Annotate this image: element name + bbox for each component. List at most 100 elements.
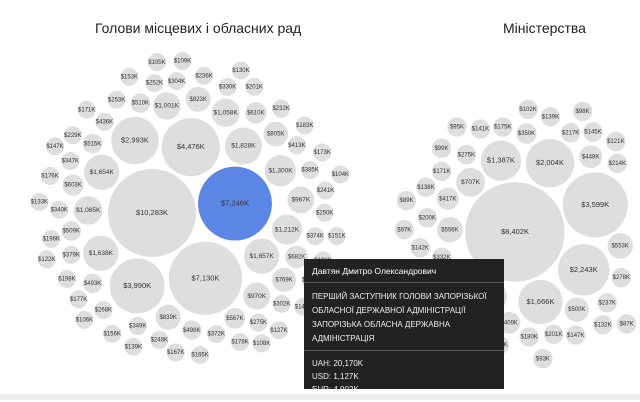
bubble[interactable] — [41, 166, 60, 185]
bubble[interactable] — [295, 116, 314, 135]
bubble[interactable] — [597, 293, 617, 313]
bubble[interactable] — [558, 244, 610, 296]
bubble[interactable] — [579, 145, 603, 169]
bubble[interactable] — [63, 126, 82, 145]
bubble[interactable] — [269, 321, 288, 340]
bubble[interactable] — [301, 161, 320, 180]
bubble[interactable] — [62, 174, 84, 196]
bubble[interactable] — [109, 258, 165, 314]
bubble[interactable] — [73, 196, 103, 225]
bubble[interactable] — [540, 107, 561, 127]
bubble[interactable] — [84, 154, 120, 190]
bubble[interactable] — [525, 138, 575, 188]
bubble[interactable] — [519, 327, 539, 347]
bubble[interactable] — [470, 119, 491, 139]
bubble[interactable] — [111, 116, 159, 165]
bubble[interactable] — [272, 267, 297, 292]
bubble[interactable] — [252, 334, 271, 353]
bubble[interactable] — [316, 181, 335, 200]
bubble[interactable] — [606, 131, 626, 152]
bubble[interactable] — [447, 117, 467, 137]
bubble[interactable] — [271, 214, 303, 245]
bubble[interactable] — [533, 348, 553, 369]
bubble[interactable] — [245, 102, 267, 124]
bubble[interactable] — [182, 320, 202, 340]
bubble[interactable] — [437, 216, 463, 243]
bubble[interactable] — [153, 92, 181, 120]
bubble[interactable] — [249, 313, 268, 332]
bubble[interactable] — [285, 245, 308, 269]
bubble[interactable] — [607, 233, 633, 259]
bubble[interactable] — [185, 86, 211, 112]
bubble[interactable] — [168, 241, 243, 315]
bubble[interactable] — [263, 121, 289, 147]
bubble[interactable] — [211, 98, 240, 127]
bubble[interactable] — [416, 177, 436, 197]
bubble[interactable] — [327, 227, 346, 246]
bubble[interactable] — [231, 61, 250, 80]
bubble[interactable] — [120, 67, 139, 86]
bubble[interactable] — [572, 101, 593, 122]
bubble[interactable] — [315, 203, 334, 222]
bubble[interactable] — [124, 337, 143, 356]
bubble[interactable] — [83, 235, 119, 271]
bubble[interactable] — [147, 53, 166, 72]
bubble[interactable] — [264, 155, 297, 187]
bubble[interactable] — [272, 294, 291, 313]
bubble[interactable] — [50, 200, 69, 219]
bubble[interactable] — [167, 72, 186, 91]
bubble[interactable] — [231, 333, 250, 352]
bubble[interactable] — [560, 123, 581, 143]
bubble[interactable] — [396, 190, 417, 211]
bubble[interactable] — [155, 304, 181, 330]
bubble[interactable] — [287, 186, 315, 214]
bubble[interactable] — [611, 267, 632, 288]
bubble[interactable] — [75, 310, 94, 329]
bubble[interactable] — [331, 165, 350, 184]
bubble[interactable] — [313, 143, 332, 162]
bubble[interactable] — [518, 99, 538, 120]
bubble[interactable] — [417, 207, 437, 228]
bubble[interactable] — [191, 345, 210, 364]
bubble[interactable] — [128, 317, 147, 336]
bubble[interactable] — [493, 117, 513, 137]
bubble[interactable] — [62, 245, 81, 264]
bubble[interactable] — [161, 118, 220, 177]
bubble[interactable] — [436, 187, 459, 210]
bubble[interactable] — [61, 221, 82, 241]
bubble[interactable] — [195, 66, 214, 85]
bubble[interactable] — [37, 250, 56, 269]
bubble[interactable] — [150, 330, 169, 349]
bubble[interactable] — [207, 325, 226, 344]
bubble[interactable] — [82, 273, 103, 294]
bubble[interactable] — [30, 192, 49, 211]
bubble[interactable] — [42, 229, 61, 248]
bubble[interactable] — [224, 127, 262, 165]
bubble[interactable] — [45, 137, 64, 156]
bubble[interactable] — [287, 136, 306, 155]
bubble[interactable] — [61, 152, 80, 171]
bubble[interactable] — [130, 93, 151, 113]
bubble[interactable] — [564, 297, 589, 322]
bubble[interactable] — [465, 182, 565, 282]
bubble[interactable] — [616, 314, 637, 334]
bubble[interactable] — [145, 74, 164, 93]
bubble[interactable] — [562, 172, 628, 238]
bubble[interactable] — [243, 238, 280, 274]
bubble[interactable] — [410, 238, 430, 258]
bubble[interactable] — [77, 100, 96, 119]
bubble[interactable] — [583, 122, 603, 142]
bubble[interactable] — [224, 307, 246, 329]
bubble[interactable] — [516, 123, 537, 144]
bubble[interactable] — [431, 161, 452, 182]
bubble[interactable] — [57, 270, 76, 289]
bubble[interactable] — [565, 325, 586, 345]
bubble[interactable] — [431, 138, 452, 159]
bubble[interactable] — [272, 99, 291, 118]
bubble[interactable] — [243, 282, 271, 310]
bubble[interactable] — [218, 77, 237, 96]
bubble[interactable] — [543, 324, 564, 345]
bubble[interactable] — [94, 301, 113, 320]
bubble[interactable] — [82, 133, 103, 154]
bottom-scrollbar[interactable] — [0, 394, 640, 400]
